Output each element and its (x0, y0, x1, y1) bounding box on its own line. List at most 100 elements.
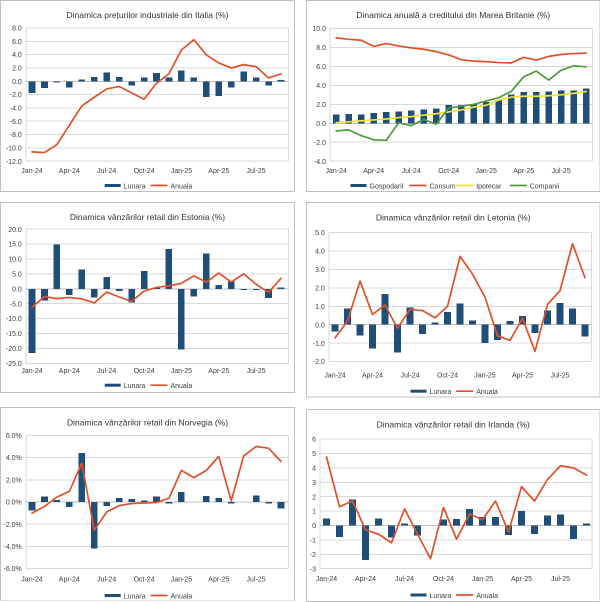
svg-text:Apr-24: Apr-24 (363, 168, 384, 175)
svg-text:5.0: 5.0 (315, 230, 325, 237)
svg-text:Jul-24: Jul-24 (97, 368, 116, 375)
svg-text:-2.0: -2.0 (312, 359, 324, 366)
svg-text:-6.0%: -6.0% (4, 566, 22, 573)
svg-text:Jul-24: Jul-24 (400, 373, 419, 380)
svg-text:-12.0: -12.0 (6, 159, 22, 166)
svg-text:Oct-24: Oct-24 (134, 168, 155, 175)
svg-text:2.0: 2.0 (316, 102, 326, 109)
svg-text:8.0: 8.0 (316, 45, 326, 52)
svg-text:Companii: Companii (529, 183, 559, 190)
svg-text:0: 0 (312, 523, 316, 530)
svg-text:Lunara: Lunara (124, 383, 146, 390)
svg-text:Anuala: Anuala (476, 592, 498, 599)
svg-text:-15.0: -15.0 (6, 331, 22, 338)
svg-text:0.0: 0.0 (12, 79, 22, 86)
svg-text:3.0: 3.0 (315, 267, 325, 274)
svg-text:5: 5 (312, 451, 316, 458)
svg-text:4.0: 4.0 (12, 52, 22, 59)
svg-text:Oct-24: Oct-24 (134, 576, 155, 583)
svg-text:Apr-24: Apr-24 (354, 576, 375, 583)
svg-text:Jan-25: Jan-25 (171, 368, 192, 375)
svg-text:Apr-25: Apr-25 (208, 368, 229, 375)
svg-text:6.0: 6.0 (12, 39, 22, 46)
svg-text:-25.0: -25.0 (6, 361, 22, 368)
svg-text:4.0: 4.0 (316, 83, 326, 90)
svg-text:Apr-24: Apr-24 (59, 168, 80, 175)
svg-text:Jul-25: Jul-25 (550, 373, 569, 380)
svg-text:Jan-24: Jan-24 (21, 368, 42, 375)
svg-text:4.0: 4.0 (315, 249, 325, 256)
svg-text:-4.0: -4.0 (10, 106, 22, 113)
svg-text:Jul-24: Jul-24 (97, 168, 116, 175)
svg-text:Anuala: Anuala (171, 183, 193, 190)
svg-text:2.0%: 2.0% (6, 477, 22, 484)
svg-text:-1.0: -1.0 (312, 341, 324, 348)
svg-text:-10.0: -10.0 (6, 316, 22, 323)
svg-text:1.0: 1.0 (315, 304, 325, 311)
svg-text:Jul-25: Jul-25 (247, 368, 266, 375)
svg-text:Jan-25: Jan-25 (171, 576, 193, 583)
svg-text:8.0: 8.0 (12, 26, 22, 33)
svg-text:2.0: 2.0 (315, 286, 325, 293)
svg-text:Ipotecar: Ipotecar (476, 183, 502, 190)
svg-text:Jan-24: Jan-24 (324, 373, 345, 380)
svg-text:Apr-24: Apr-24 (362, 373, 383, 380)
svg-text:Dinamica prețurilor industrial: Dinamica prețurilor industriale din Ital… (66, 10, 228, 20)
svg-text:Jul-24: Jul-24 (394, 576, 413, 583)
svg-text:15.0: 15.0 (8, 242, 22, 249)
svg-text:Jul-24: Jul-24 (401, 168, 420, 175)
svg-text:Anuala: Anuala (476, 389, 498, 396)
svg-text:Anuala: Anuala (170, 383, 192, 390)
svg-text:Apr-25: Apr-25 (510, 576, 531, 583)
svg-text:Oct-24: Oct-24 (438, 168, 459, 175)
svg-text:0.0: 0.0 (315, 323, 325, 330)
svg-text:Jul-25: Jul-25 (247, 168, 266, 175)
svg-text:4.0%: 4.0% (6, 455, 22, 462)
svg-text:Lunara: Lunara (124, 183, 146, 190)
svg-text:Lunara: Lunara (124, 593, 146, 600)
svg-text:Jul-25: Jul-25 (550, 576, 569, 583)
svg-text:Jan-24: Jan-24 (21, 576, 43, 583)
svg-text:-4.0: -4.0 (313, 159, 325, 166)
svg-text:Dinamica vânzărilor retail din: Dinamica vânzărilor retail din Irlanda (… (376, 419, 529, 429)
svg-text:-20.0: -20.0 (6, 346, 22, 353)
svg-text:Lunara: Lunara (429, 389, 451, 396)
svg-text:Oct-24: Oct-24 (432, 576, 453, 583)
svg-text:0.0: 0.0 (316, 121, 326, 128)
svg-text:-4.0%: -4.0% (4, 544, 22, 551)
svg-text:Jul-25: Jul-25 (247, 576, 266, 583)
svg-text:Jan-25: Jan-25 (474, 373, 495, 380)
svg-text:Jul-25: Jul-25 (551, 168, 570, 175)
svg-text:Apr-24: Apr-24 (59, 368, 80, 375)
svg-text:-5.0: -5.0 (10, 302, 22, 309)
svg-text:Jan-24: Jan-24 (315, 576, 337, 583)
svg-text:Dinamica vânzărilor retail din: Dinamica vânzărilor retail din Letonia (… (375, 213, 530, 223)
svg-text:Consum: Consum (429, 183, 455, 190)
svg-text:-3: -3 (309, 566, 315, 573)
svg-text:0.0%: 0.0% (6, 499, 22, 506)
svg-text:Oct-24: Oct-24 (437, 373, 458, 380)
svg-text:6.0: 6.0 (316, 64, 326, 71)
svg-text:Jan-25: Jan-25 (471, 576, 493, 583)
svg-text:-10.0: -10.0 (6, 145, 22, 152)
svg-text:Jul-24: Jul-24 (97, 576, 116, 583)
svg-text:Apr-24: Apr-24 (59, 576, 80, 583)
svg-text:Lunara: Lunara (429, 592, 451, 599)
svg-text:Oct-24: Oct-24 (134, 368, 155, 375)
svg-text:Jan-25: Jan-25 (475, 168, 497, 175)
svg-text:Apr-25: Apr-25 (208, 168, 229, 175)
svg-text:Gospodarii: Gospodarii (369, 183, 403, 190)
svg-text:-2.0: -2.0 (313, 140, 325, 147)
svg-text:5.0: 5.0 (12, 272, 22, 279)
svg-text:Apr-25: Apr-25 (512, 373, 533, 380)
svg-text:-2.0: -2.0 (10, 92, 22, 99)
svg-text:-1: -1 (309, 537, 315, 544)
svg-text:Dinamica anuală a creditului d: Dinamica anuală a creditului din Marea B… (356, 10, 550, 20)
svg-text:Anuala: Anuala (171, 593, 193, 600)
svg-text:-8.0: -8.0 (10, 132, 22, 139)
svg-text:3: 3 (312, 479, 316, 486)
svg-text:0.0: 0.0 (12, 287, 22, 294)
svg-text:-2.0%: -2.0% (4, 521, 22, 528)
svg-text:2: 2 (312, 494, 316, 501)
svg-text:-2: -2 (309, 551, 315, 558)
